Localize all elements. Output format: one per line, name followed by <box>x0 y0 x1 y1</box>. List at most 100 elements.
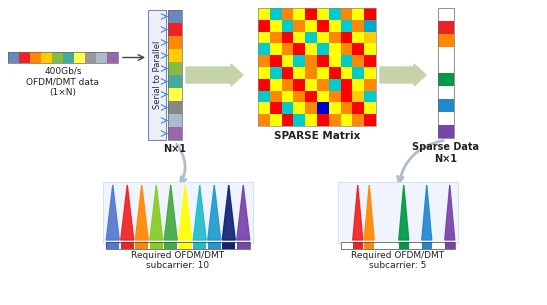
Bar <box>74 52 85 63</box>
Bar <box>329 67 341 79</box>
Bar <box>282 67 293 79</box>
Bar <box>258 91 270 102</box>
Bar <box>222 242 235 249</box>
Bar <box>329 91 341 102</box>
Polygon shape <box>135 185 148 240</box>
Bar <box>282 43 293 55</box>
Bar <box>168 88 182 101</box>
FancyArrow shape <box>186 64 243 86</box>
Bar <box>168 23 182 35</box>
Bar <box>258 43 270 55</box>
Bar <box>96 52 107 63</box>
Bar <box>293 20 305 32</box>
Polygon shape <box>193 185 206 240</box>
Text: Required OFDM/DMT
subcarrier: 5: Required OFDM/DMT subcarrier: 5 <box>351 251 445 271</box>
Bar <box>317 55 329 67</box>
Bar <box>293 102 305 114</box>
Bar <box>352 102 364 114</box>
Bar <box>329 32 341 43</box>
Bar <box>364 114 376 126</box>
Bar <box>168 114 182 127</box>
Bar <box>341 242 455 249</box>
Bar <box>341 43 352 55</box>
Bar <box>258 8 270 20</box>
Bar <box>438 99 454 112</box>
Bar <box>270 102 282 114</box>
Bar <box>168 101 182 113</box>
Bar <box>387 242 397 249</box>
Bar <box>329 114 341 126</box>
Bar <box>121 242 134 249</box>
Bar <box>438 8 454 138</box>
Bar <box>438 21 454 34</box>
Bar <box>445 242 455 249</box>
Bar <box>438 60 454 73</box>
Bar <box>317 79 329 91</box>
Polygon shape <box>353 185 363 240</box>
Bar <box>106 242 119 249</box>
Bar <box>364 102 376 114</box>
Bar <box>438 34 454 46</box>
Bar <box>317 32 329 43</box>
Bar <box>270 114 282 126</box>
Bar <box>438 8 454 20</box>
Bar <box>305 20 317 32</box>
Bar <box>168 127 182 139</box>
Bar <box>270 91 282 102</box>
Bar <box>270 20 282 32</box>
Bar <box>270 32 282 43</box>
Bar <box>282 55 293 67</box>
Bar <box>329 102 341 114</box>
Polygon shape <box>208 185 221 240</box>
Bar <box>179 242 192 249</box>
Bar <box>293 114 305 126</box>
Bar <box>352 20 364 32</box>
Bar <box>168 10 182 140</box>
Bar <box>103 182 253 243</box>
Bar <box>282 8 293 20</box>
Bar <box>193 242 206 249</box>
Bar <box>364 43 376 55</box>
Bar <box>282 79 293 91</box>
Polygon shape <box>179 185 192 240</box>
Bar <box>19 52 30 63</box>
Bar <box>8 52 118 63</box>
Bar <box>106 242 250 249</box>
Polygon shape <box>364 185 374 240</box>
Bar <box>352 91 364 102</box>
Bar <box>364 8 376 20</box>
Bar <box>258 79 270 91</box>
Bar <box>41 52 52 63</box>
Text: Sparse Data
N×1: Sparse Data N×1 <box>412 142 480 163</box>
Bar <box>317 43 329 55</box>
Bar <box>208 242 221 249</box>
Bar <box>148 10 166 140</box>
Bar <box>317 114 329 126</box>
Text: Required OFDM/DMT
subcarrier: 10: Required OFDM/DMT subcarrier: 10 <box>131 251 225 271</box>
Text: N×1: N×1 <box>164 144 187 154</box>
Bar <box>270 79 282 91</box>
Bar <box>329 55 341 67</box>
Bar <box>329 43 341 55</box>
Bar <box>341 102 352 114</box>
Polygon shape <box>164 185 177 240</box>
Bar <box>168 75 182 88</box>
Bar <box>164 242 177 249</box>
Bar <box>399 242 409 249</box>
Bar <box>305 102 317 114</box>
Bar <box>150 242 163 249</box>
Bar <box>317 102 329 114</box>
Bar <box>341 242 351 249</box>
Bar <box>30 52 41 63</box>
Bar <box>270 55 282 67</box>
Bar <box>282 114 293 126</box>
Bar <box>438 73 454 85</box>
Bar <box>376 242 386 249</box>
Bar <box>293 79 305 91</box>
Bar <box>329 79 341 91</box>
Bar <box>305 79 317 91</box>
Bar <box>341 91 352 102</box>
Polygon shape <box>445 185 455 240</box>
Bar <box>341 114 352 126</box>
Polygon shape <box>150 185 163 240</box>
